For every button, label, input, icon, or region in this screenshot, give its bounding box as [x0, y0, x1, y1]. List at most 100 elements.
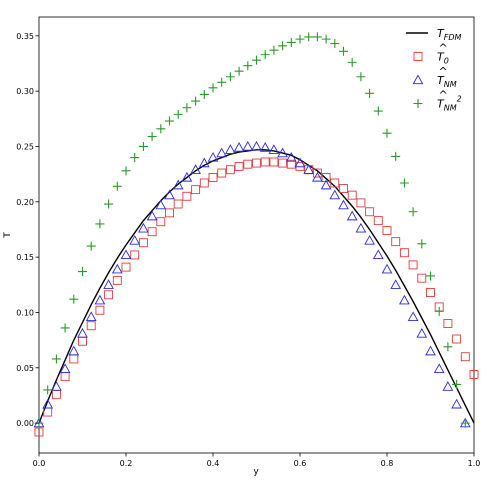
data-point — [34, 427, 44, 437]
data-point — [260, 157, 270, 167]
data-point — [460, 418, 470, 428]
x-tick-label: 0.2 — [120, 459, 133, 468]
x-tick-label: 0.6 — [294, 459, 307, 468]
data-point — [303, 164, 315, 174]
data-point — [442, 381, 454, 391]
data-point — [399, 178, 409, 188]
data-point — [43, 385, 53, 395]
x-tick-label: 1.0 — [468, 459, 481, 468]
data-point — [138, 222, 149, 233]
data-point — [443, 319, 453, 328]
x-axis-ticks: 0.0 0.2 0.4 0.6 0.8 1.0 — [33, 453, 481, 468]
data-point — [234, 161, 244, 171]
data-point — [165, 208, 174, 218]
y-tick-label: 0.30 — [16, 87, 34, 96]
data-point — [277, 147, 288, 158]
data-point — [390, 279, 402, 289]
data-point — [330, 39, 340, 49]
y-tick-label: 0.20 — [16, 198, 34, 207]
data-point — [156, 217, 166, 227]
legend-label-main: T — [437, 98, 445, 111]
data-point — [147, 227, 157, 237]
data-point — [269, 157, 279, 167]
data-point — [460, 352, 470, 362]
data-point — [78, 336, 87, 346]
data-point — [198, 157, 210, 168]
data-point — [329, 189, 341, 200]
data-point — [130, 153, 140, 163]
data-point — [243, 61, 253, 71]
y-tick-label: 0.10 — [16, 308, 34, 317]
data-point — [330, 178, 340, 188]
data-point — [103, 279, 114, 289]
data-point — [356, 198, 366, 208]
data-point — [355, 222, 367, 233]
data-point — [172, 179, 184, 190]
data-point — [452, 379, 462, 389]
data-point — [208, 173, 218, 182]
data-point — [320, 179, 332, 190]
data-point — [426, 288, 435, 297]
data-point — [42, 398, 54, 409]
data-point — [156, 124, 166, 134]
series-t-nm-2 — [34, 32, 470, 428]
legend-label-subscript: NM — [444, 80, 457, 89]
data-point — [364, 235, 375, 245]
data-point — [416, 327, 428, 338]
data-point — [382, 226, 392, 236]
data-point — [278, 41, 288, 51]
legend-label-main: T — [437, 27, 445, 40]
series-line — [38, 149, 475, 424]
data-point — [112, 181, 122, 191]
data-point — [121, 166, 131, 176]
legend-label-subscript: 0 — [444, 57, 449, 66]
legend-hat-accent: ^ — [439, 65, 448, 78]
data-point — [94, 294, 106, 305]
data-point — [138, 141, 148, 151]
data-point — [165, 116, 174, 126]
data-point — [347, 57, 357, 67]
data-point — [85, 311, 97, 322]
legend-label-subscript: NM — [444, 104, 457, 113]
data-point — [346, 210, 358, 221]
data-point — [339, 46, 348, 56]
data-point — [268, 144, 280, 154]
data-point — [111, 263, 123, 274]
legend-label: TNM2 — [437, 95, 462, 113]
data-point — [104, 199, 114, 209]
data-point — [417, 239, 427, 249]
data-point — [408, 260, 418, 270]
data-point — [407, 311, 419, 322]
data-point — [417, 273, 427, 283]
legend-label-main: T — [437, 51, 445, 64]
data-point — [259, 142, 271, 152]
data-point — [78, 267, 87, 277]
legend-label: TFDM — [437, 27, 461, 42]
data-point — [95, 219, 105, 229]
data-point — [252, 55, 261, 65]
legend-label: T0 — [437, 51, 449, 66]
data-point — [51, 354, 61, 364]
data-point — [426, 271, 435, 281]
series-t-0 — [34, 157, 479, 437]
data-point — [120, 249, 132, 260]
data-point — [164, 189, 175, 200]
legend-marker-symbol — [413, 52, 423, 61]
y-tick-label: 0.00 — [16, 419, 34, 428]
data-point — [347, 190, 357, 200]
y-tick-label: 0.05 — [16, 364, 34, 373]
data-point — [399, 248, 409, 258]
data-point — [243, 159, 253, 169]
data-point — [199, 89, 209, 99]
data-point — [130, 250, 140, 260]
data-point — [469, 369, 479, 379]
data-point — [217, 168, 227, 178]
data-point — [365, 207, 375, 217]
data-point — [59, 363, 71, 374]
x-tick-label: 0.8 — [381, 459, 394, 468]
data-point — [182, 103, 192, 113]
y-tick-label: 0.15 — [16, 253, 34, 262]
data-point — [321, 34, 331, 44]
data-point — [381, 263, 393, 274]
